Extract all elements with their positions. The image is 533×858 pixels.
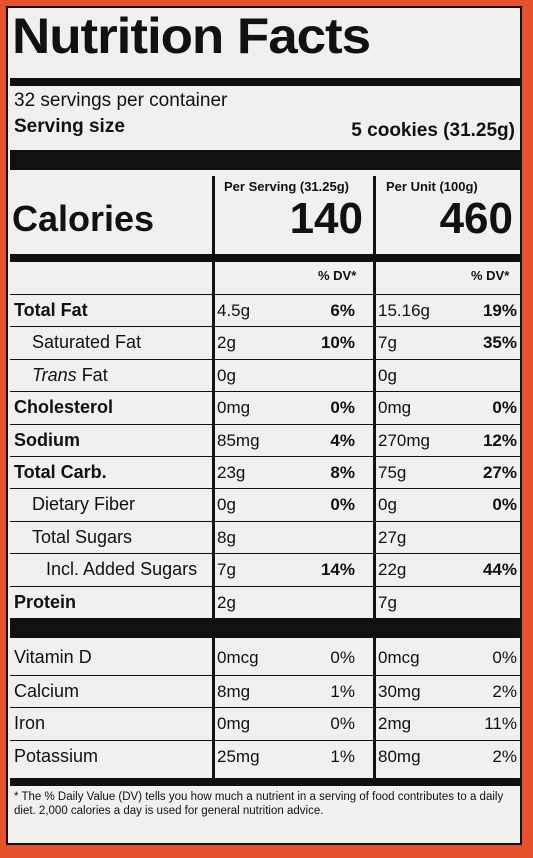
- nutrient-s-amt: 8g: [217, 527, 236, 547]
- nutrient-u-amt: 0g: [378, 365, 397, 385]
- nutrient-s-dv: 14%: [320, 560, 355, 580]
- nutrient-label: Sodium: [14, 429, 80, 450]
- nutrient-row: Protein 2g 7g: [10, 585, 521, 619]
- vitamin-row: Iron 0mg 0% 2mg 11%: [10, 707, 521, 740]
- nutrient-u-dv: 0%: [492, 398, 517, 418]
- serving-size-value: 5 cookies (31.25g): [351, 120, 515, 141]
- nutrient-u-amt: 75g: [378, 463, 407, 482]
- serving-rule: [10, 150, 521, 170]
- footnote-rule: [10, 778, 521, 786]
- nutrient-s-dv: 10%: [320, 333, 355, 353]
- nutrition-label: [6, 6, 522, 845]
- vitamin-label: Calcium: [14, 680, 80, 701]
- nutrient-u-amt: 27g: [378, 527, 407, 547]
- nutrient-label: Trans Fat: [32, 364, 108, 385]
- vitamin-s-amt: 25mg: [217, 746, 260, 766]
- nutrient-u-amt: 270mg: [378, 430, 430, 450]
- vitamin-u-amt: 2mg: [378, 714, 412, 733]
- vitamin-u-dv: 2%: [492, 681, 517, 701]
- nutrient-u-dv: 0%: [492, 495, 517, 515]
- vitamin-u-dv: 0%: [492, 648, 517, 667]
- servings-per-container: 32 servings per container: [14, 90, 228, 111]
- nutrient-u-dv: 35%: [482, 333, 517, 353]
- nutrient-s-dv: 8%: [330, 463, 355, 482]
- vitamin-s-amt: 0mg: [217, 714, 251, 733]
- col-header-serving: Per Serving (31.25g): [224, 179, 349, 194]
- vitamin-u-dv: 2%: [492, 746, 517, 766]
- vitamin-row: Potassium 25mg 1% 80mg 2%: [10, 739, 521, 773]
- nutrient-label: Total Sugars: [32, 526, 133, 547]
- nutrient-u-amt: 7g: [378, 592, 397, 612]
- nutrient-s-amt: 85mg: [217, 430, 260, 450]
- vitamin-u-dv: 11%: [484, 714, 517, 733]
- nutrient-label: Dietary Fiber: [32, 494, 136, 515]
- vitamin-row: Calcium 8mg 1% 30mg 2%: [10, 674, 521, 708]
- nutrient-label: Total Carb.: [14, 462, 107, 482]
- vitamin-label: Iron: [14, 713, 46, 733]
- nutrient-s-amt: 4.5g: [217, 301, 251, 320]
- col-header-unit: Per Unit (100g): [386, 179, 478, 194]
- nutrient-s-amt: 23g: [217, 463, 246, 482]
- nutrient-s-amt: 0g: [217, 495, 236, 515]
- vitamin-u-amt: 0mcg: [378, 648, 420, 667]
- nutrient-label: Protein: [14, 591, 77, 612]
- nutrient-u-amt: 0g: [378, 495, 397, 515]
- nutrient-s-dv: 0%: [330, 495, 355, 515]
- vitamin-label: Vitamin D: [14, 647, 92, 667]
- nutrient-u-dv: 12%: [482, 430, 517, 450]
- nutrient-label: Total Fat: [14, 300, 88, 320]
- vitamin-s-dv: 0%: [330, 648, 355, 667]
- nutrient-s-amt: 0g: [217, 365, 236, 385]
- vitamin-u-amt: 30mg: [378, 681, 421, 701]
- vitamin-s-dv: 0%: [330, 714, 355, 733]
- calories-label: Calories: [12, 198, 155, 239]
- vitamin-row: Vitamin D 0mcg 0% 0mcg 0%: [10, 642, 521, 674]
- nutrient-u-amt: 7g: [378, 333, 397, 353]
- dv-header-serving: % DV*: [318, 268, 357, 283]
- nutrient-row: Sodium 85mg 4% 270mg 12%: [10, 423, 521, 457]
- dv-header-unit: % DV*: [471, 268, 510, 283]
- column-divider-serving: [212, 176, 215, 779]
- nutrient-row: Dietary Fiber 0g 0% 0g 0%: [10, 488, 521, 521]
- nutrient-u-dv: 44%: [482, 560, 517, 580]
- nutrient-s-amt: 7g: [217, 560, 236, 580]
- nutrient-s-amt: 0mg: [217, 398, 251, 418]
- vitamin-s-dv: 1%: [330, 681, 355, 701]
- nutrient-s-dv: 4%: [330, 430, 355, 450]
- nutrient-u-amt: 22g: [378, 560, 407, 580]
- nutrient-label: Cholesterol: [14, 397, 114, 418]
- vitamin-label: Potassium: [14, 745, 99, 766]
- nutrient-row: Cholesterol 0mg 0% 0mg 0%: [10, 391, 521, 424]
- nutrient-row: Saturated Fat 2g 10% 7g 35%: [10, 326, 521, 359]
- column-divider-unit: [373, 176, 376, 779]
- calories-serving: 140: [289, 194, 363, 243]
- nutrient-s-dv: 0%: [330, 398, 355, 418]
- label-title: Nutrition Facts: [12, 8, 371, 64]
- nutrient-row: Incl. Added Sugars 7g 14% 22g 44%: [10, 553, 521, 586]
- title-rule: [10, 78, 521, 86]
- nutrient-u-dv: 27%: [482, 463, 517, 482]
- calories-unit: 460: [439, 194, 513, 243]
- nutrient-row: Trans Fat 0g 0g: [10, 358, 521, 392]
- calories-rule: [10, 254, 521, 262]
- nutrient-label: Saturated Fat: [32, 332, 142, 353]
- nutrient-s-amt: 2g: [217, 592, 236, 612]
- nutrient-label: Incl. Added Sugars: [46, 559, 198, 580]
- nutrient-u-amt: 15.16g: [378, 301, 430, 320]
- vitamin-s-amt: 8mg: [217, 681, 251, 701]
- vitamin-s-dv: 1%: [330, 746, 355, 766]
- nutrient-s-amt: 2g: [217, 333, 236, 353]
- nutrient-u-dv: 19%: [482, 301, 517, 320]
- nutrient-row: Total Fat 4.5g 6% 15.16g 19%: [10, 294, 521, 327]
- nutrient-row: Total Carb. 23g 8% 75g 27%: [10, 456, 521, 489]
- serving-size-label: Serving size: [14, 116, 125, 137]
- vitamin-rule: [10, 618, 521, 638]
- nutrient-u-amt: 0mg: [378, 398, 412, 418]
- nutrient-row: Total Sugars 8g 27g: [10, 520, 521, 554]
- footnote: * The % Daily Value (DV) tells you how m…: [14, 791, 504, 817]
- nutrient-s-dv: 6%: [330, 301, 355, 320]
- vitamin-s-amt: 0mcg: [217, 648, 259, 667]
- vitamin-u-amt: 80mg: [378, 746, 421, 766]
